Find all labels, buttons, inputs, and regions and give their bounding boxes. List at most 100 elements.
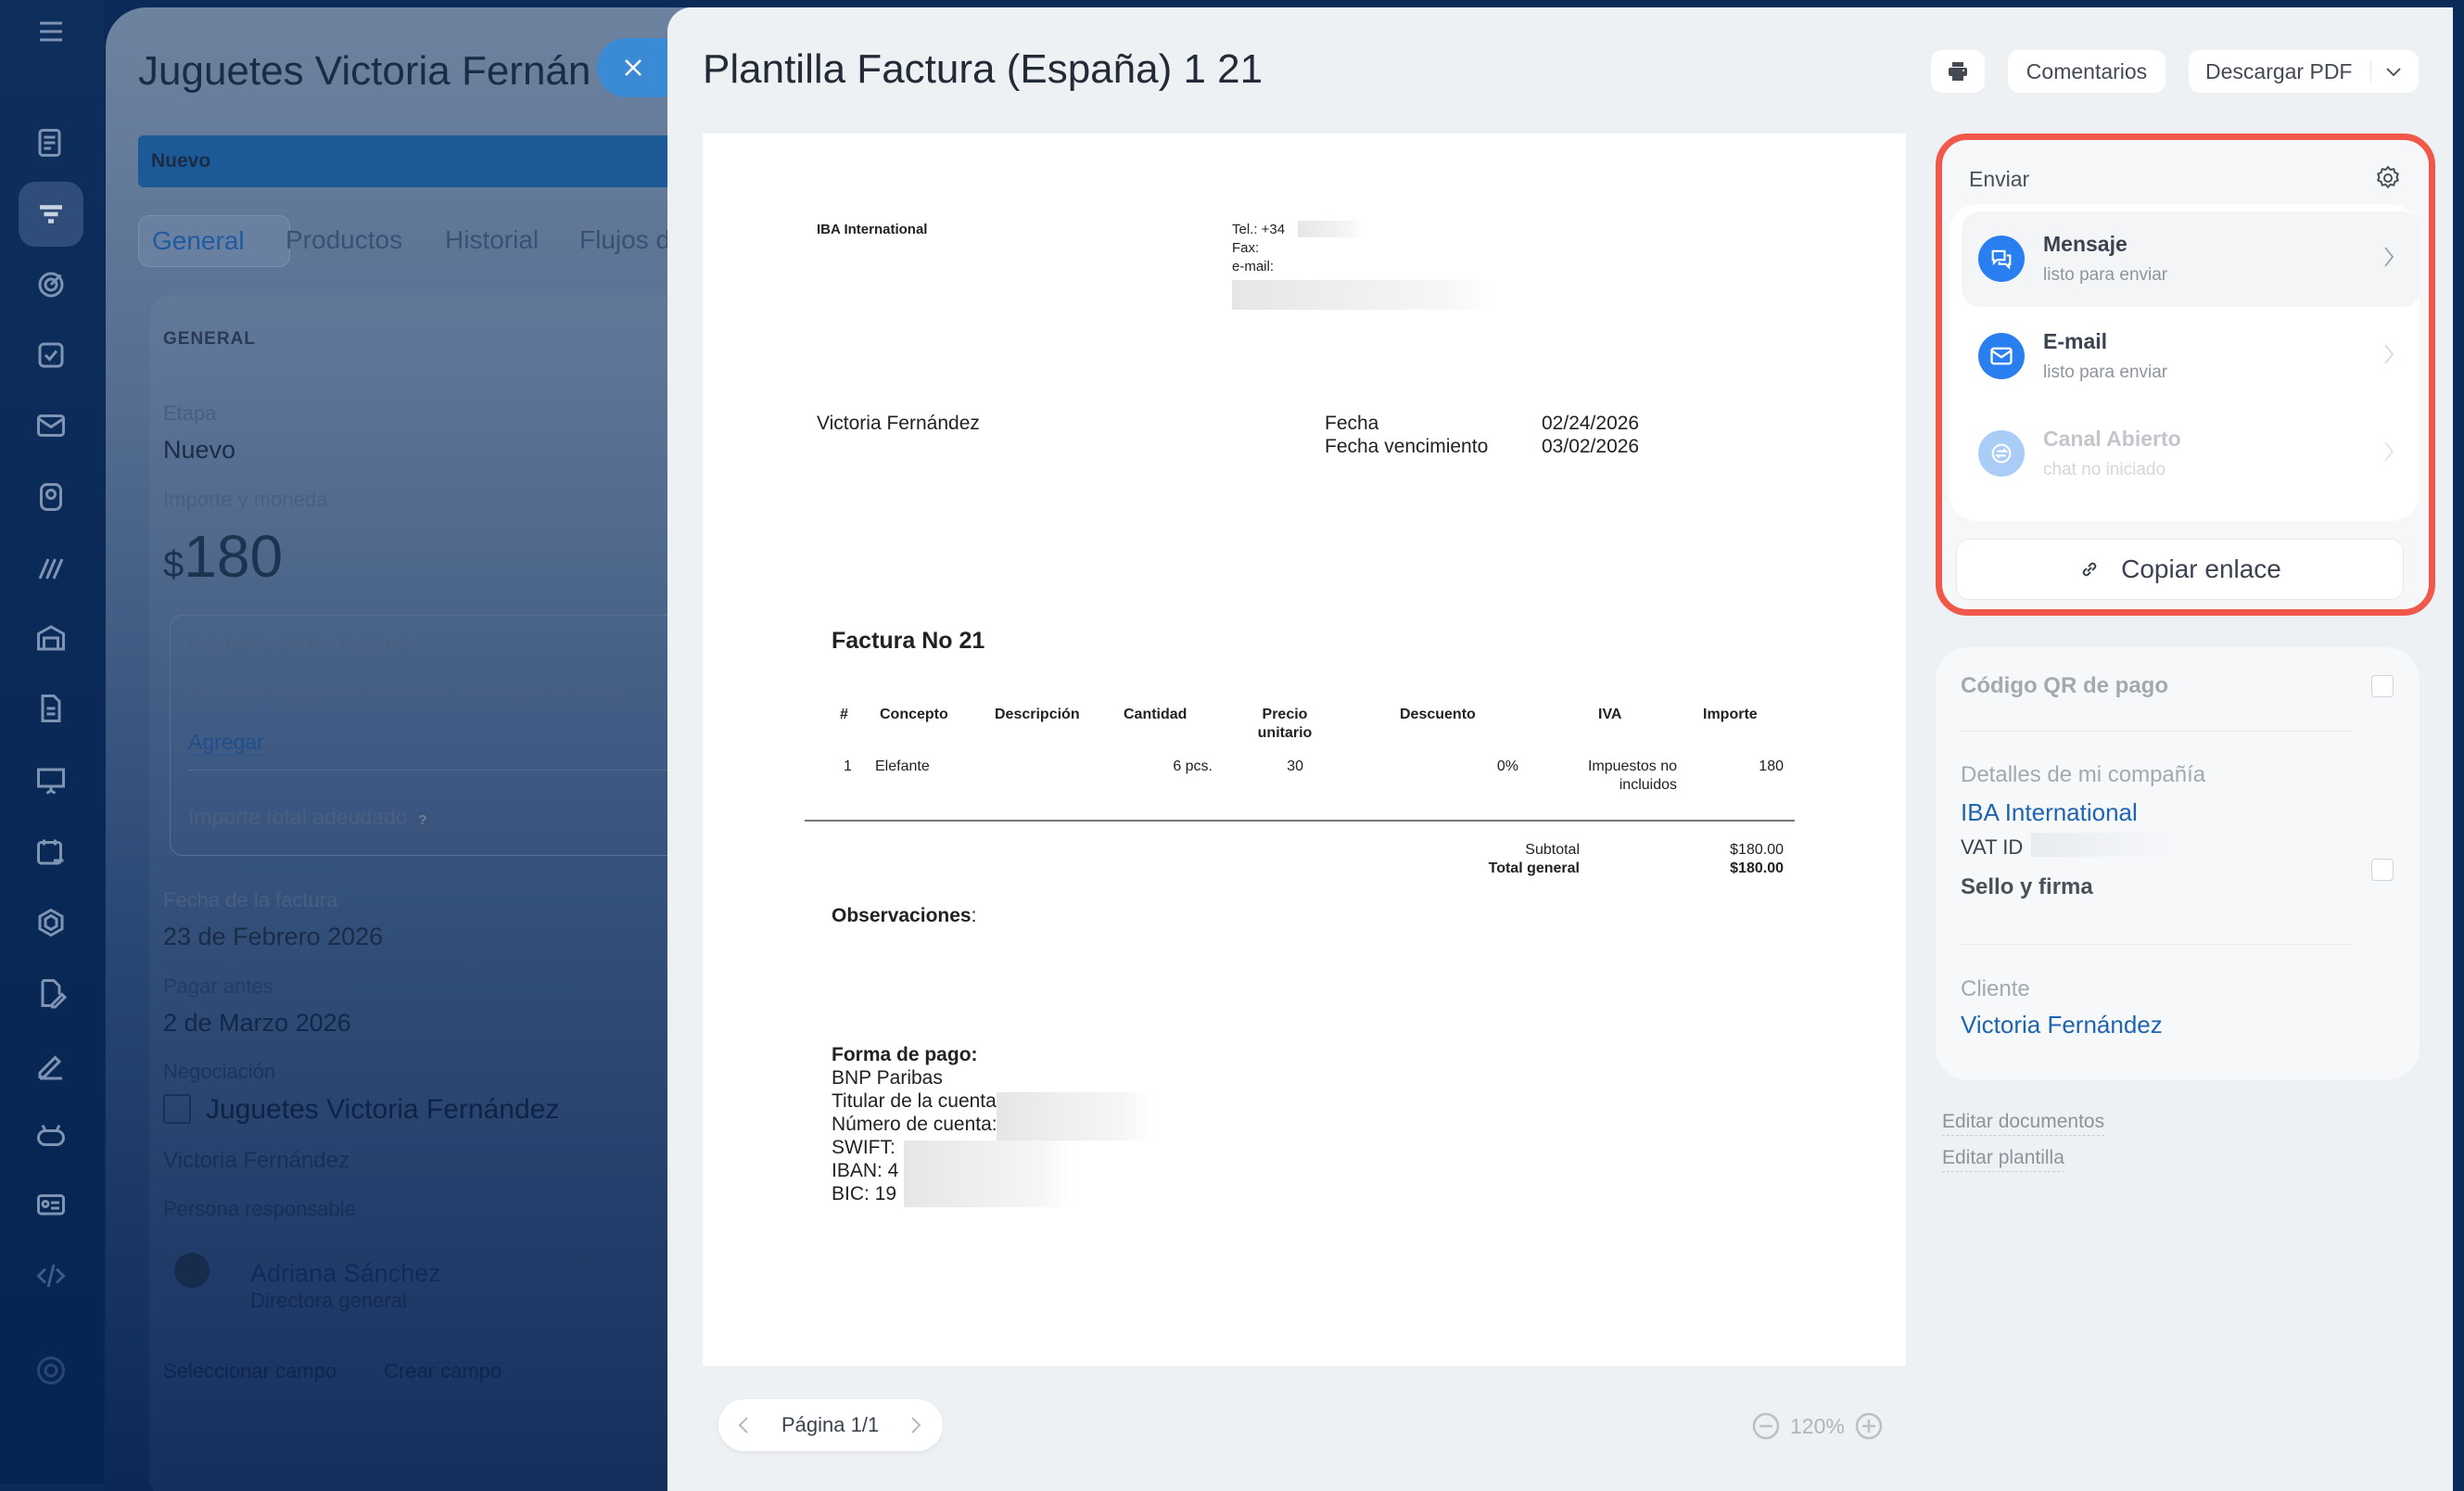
channel-title: E-mail xyxy=(2043,329,2108,353)
tab-productos[interactable]: Productos xyxy=(286,225,403,254)
print-button[interactable] xyxy=(1931,50,1985,93)
deal-icon xyxy=(163,1094,191,1124)
inventory-icon[interactable] xyxy=(28,615,74,661)
total-value: $180.00 xyxy=(1730,860,1784,876)
client-label: Cliente xyxy=(1961,976,2030,1001)
settings-icon[interactable] xyxy=(28,1347,74,1394)
channel-email[interactable]: E-mail listo para enviar xyxy=(1962,309,2421,404)
pencil-icon[interactable] xyxy=(28,1041,74,1088)
col-quantity: Cantidad xyxy=(1124,707,1188,722)
tasks-icon[interactable] xyxy=(28,332,74,378)
stage-bar-label: Nuevo xyxy=(151,150,211,172)
doc-due-date: 03/02/2026 xyxy=(1542,436,1640,457)
feed-icon[interactable] xyxy=(28,120,74,166)
divider xyxy=(1959,944,2352,945)
e-signature-icon[interactable] xyxy=(28,970,74,1016)
tab-general[interactable]: General xyxy=(138,215,290,267)
subtotal-label: Subtotal xyxy=(1525,842,1580,858)
contact-center-icon[interactable] xyxy=(28,474,74,520)
qr-checkbox[interactable] xyxy=(2371,675,2394,697)
zoom-out-icon[interactable] xyxy=(1752,1412,1780,1440)
subtotal-value: $180.00 xyxy=(1730,842,1784,858)
copy-link-button[interactable]: Copiar enlace xyxy=(1956,539,2404,600)
entity-title: Juguetes Victoria Fernán xyxy=(138,48,591,94)
automation-icon[interactable] xyxy=(28,899,74,946)
invoice-date[interactable]: 23 de Febrero 2026 xyxy=(163,923,384,950)
tab-flujos[interactable]: Flujos d xyxy=(579,225,671,254)
download-pdf-button[interactable]: Descargar PDF xyxy=(2189,50,2419,93)
vat-id: VAT ID xyxy=(1961,835,2024,859)
row-number: 1 xyxy=(844,758,852,774)
tab-label: General xyxy=(152,226,245,255)
chevron-right-icon[interactable] xyxy=(909,1416,922,1434)
chat-icon xyxy=(1978,236,2025,282)
channel-status: listo para enviar xyxy=(2043,363,2168,382)
comments-button[interactable]: Comentarios xyxy=(2008,50,2166,93)
create-field-link[interactable]: Crear campo xyxy=(384,1359,502,1383)
stage-label: Etapa xyxy=(163,401,217,425)
download-pdf-label: Descargar PDF xyxy=(2205,58,2353,83)
cards-icon[interactable] xyxy=(28,1182,74,1229)
col-concept: Concepto xyxy=(880,707,948,722)
page-indicator: Página 1/1 xyxy=(781,1413,880,1436)
redacted xyxy=(904,1141,1075,1207)
avatar[interactable] xyxy=(174,1253,210,1288)
row-concept: Elefante xyxy=(875,758,930,774)
mail-icon[interactable] xyxy=(28,402,74,449)
row-vat: Impuestos no incluidos xyxy=(1587,758,1677,793)
developer-icon[interactable] xyxy=(28,1253,74,1299)
company-details-label: Detalles de mi compañía xyxy=(1961,762,2206,787)
add-link[interactable]: Agregar xyxy=(188,730,264,756)
menu-icon[interactable] xyxy=(28,8,74,55)
sidebar xyxy=(0,0,104,1484)
general-card xyxy=(149,295,755,1491)
mail-icon xyxy=(1978,333,2025,379)
table-rule xyxy=(805,820,1795,822)
channel-message[interactable]: Mensaje listo para enviar xyxy=(1962,211,2421,307)
help-icon[interactable]: ? xyxy=(413,811,432,830)
gear-icon[interactable] xyxy=(2374,164,2402,192)
channel-status: chat no iniciado xyxy=(2043,460,2166,479)
edit-template-link[interactable]: Editar plantilla xyxy=(1942,1147,2064,1172)
redacted xyxy=(997,1092,1154,1141)
doc-date-label: Fecha xyxy=(1325,413,1379,434)
goals-icon[interactable] xyxy=(28,261,74,308)
bot-icon[interactable] xyxy=(28,1112,74,1158)
page-title: Plantilla Factura (España) 1 21 xyxy=(703,46,1264,92)
amount: 180 xyxy=(184,523,284,590)
invoices-hint: En este cuadro se mostrará información s… xyxy=(188,682,637,706)
channel-open-channel[interactable]: Canal Abierto chat no iniciado xyxy=(1962,406,2421,502)
documents-icon[interactable] xyxy=(28,685,74,732)
sign-icon[interactable] xyxy=(28,544,74,591)
deal-value[interactable]: Juguetes Victoria Fernández xyxy=(206,1094,560,1125)
payment-holder: Titular de la cuenta: xyxy=(832,1090,1002,1112)
client-link[interactable]: Victoria Fernández xyxy=(1961,1011,2163,1039)
crm-funnel-icon[interactable] xyxy=(19,182,83,247)
stamp-checkbox[interactable] xyxy=(2371,859,2394,881)
presentation-icon[interactable] xyxy=(28,758,74,804)
calendar-icon[interactable] xyxy=(28,829,74,875)
responsible-name[interactable]: Adriana Sánchez xyxy=(250,1259,441,1287)
chevron-left-icon[interactable] xyxy=(737,1416,750,1434)
send-title: Enviar xyxy=(1969,167,2030,191)
tab-historial[interactable]: Historial xyxy=(445,225,540,254)
row-price: 30 xyxy=(1287,758,1303,774)
channel-title: Canal Abierto xyxy=(2043,427,2181,451)
stage-value[interactable]: Nuevo xyxy=(163,436,236,464)
total-due-label: Importe total adeudado ? xyxy=(188,805,432,830)
open-channel-icon xyxy=(1978,430,2025,477)
col-vat: IVA xyxy=(1598,707,1622,722)
edit-documents-link[interactable]: Editar documentos xyxy=(1942,1111,2105,1136)
contact-name[interactable]: Victoria Fernández xyxy=(163,1148,349,1173)
chevron-right-icon xyxy=(2384,344,2394,364)
payment-bic: BIC: 19 xyxy=(832,1183,897,1204)
company-link[interactable]: IBA International xyxy=(1961,798,2138,826)
chevron-down-icon[interactable] xyxy=(2385,65,2402,78)
stage-bar[interactable]: Nuevo xyxy=(138,135,755,187)
zoom-in-icon[interactable] xyxy=(1855,1412,1883,1440)
select-field-link[interactable]: Seleccionar campo xyxy=(163,1359,337,1383)
amount-value[interactable]: $180 xyxy=(163,522,283,591)
doc-email: e-mail: xyxy=(1232,259,1275,274)
channels-list: Mensaje listo para enviar E-mail listo p… xyxy=(1949,204,2421,521)
pay-before[interactable]: 2 de Marzo 2026 xyxy=(163,1009,351,1037)
